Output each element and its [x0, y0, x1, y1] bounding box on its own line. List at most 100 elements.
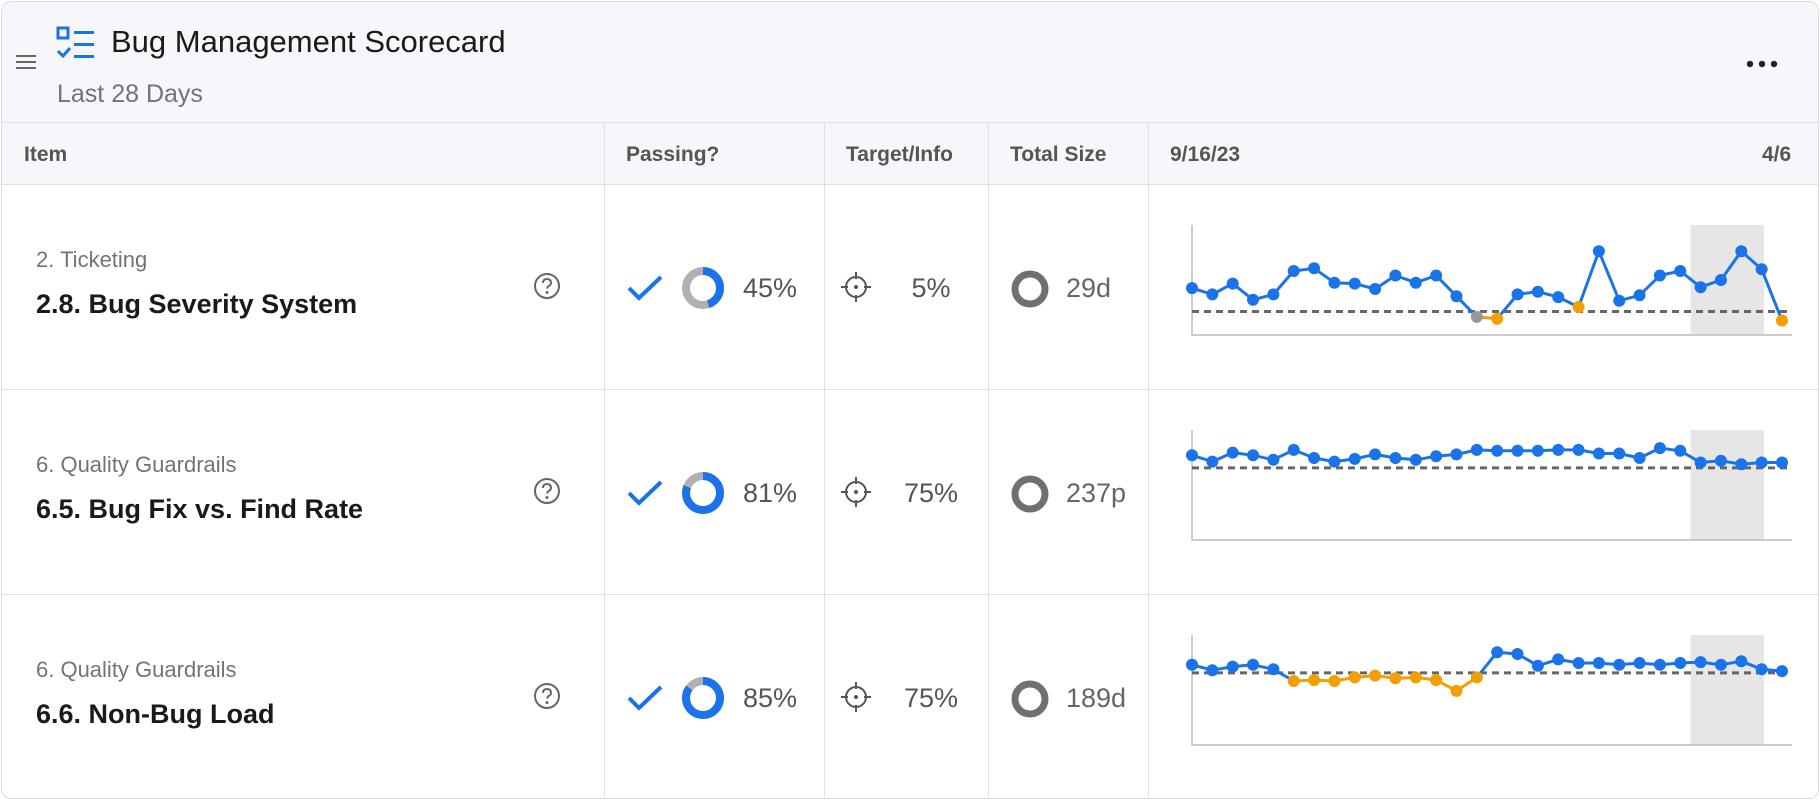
data-point[interactable]	[1247, 293, 1260, 306]
table-row[interactable]: 2. Ticketing 2.8. Bug Severity System 45…	[2, 185, 1818, 390]
data-point[interactable]	[1653, 269, 1666, 282]
data-point[interactable]	[1186, 449, 1198, 462]
data-point[interactable]	[1287, 675, 1300, 687]
data-point[interactable]	[1470, 671, 1483, 684]
data-point[interactable]	[1247, 658, 1260, 671]
data-point[interactable]	[1613, 294, 1626, 307]
data-point[interactable]	[1613, 447, 1626, 460]
data-point[interactable]	[1633, 657, 1646, 669]
data-point[interactable]	[1755, 663, 1768, 676]
data-point[interactable]	[1491, 646, 1504, 659]
data-point[interactable]	[1653, 442, 1666, 455]
data-point[interactable]	[1226, 277, 1239, 290]
data-point[interactable]	[1267, 663, 1280, 676]
data-point[interactable]	[1328, 675, 1341, 687]
data-point[interactable]	[1247, 449, 1260, 462]
data-point[interactable]	[1470, 310, 1483, 323]
data-point[interactable]	[1389, 269, 1402, 282]
data-point[interactable]	[1450, 684, 1463, 697]
data-point[interactable]	[1389, 672, 1402, 685]
data-point[interactable]	[1674, 657, 1687, 669]
data-point[interactable]	[1735, 458, 1748, 471]
data-point[interactable]	[1450, 290, 1463, 303]
more-options-icon[interactable]	[1742, 54, 1782, 74]
data-point[interactable]	[1572, 657, 1585, 669]
data-point[interactable]	[1755, 263, 1768, 276]
trend-sparkline[interactable]	[1182, 225, 1802, 345]
data-point[interactable]	[1694, 656, 1707, 669]
data-point[interactable]	[1430, 269, 1443, 282]
table-row[interactable]: 6. Quality Guardrails 6.6. Non-Bug Load …	[2, 595, 1818, 798]
data-point[interactable]	[1674, 265, 1687, 277]
data-point[interactable]	[1552, 653, 1565, 666]
data-point[interactable]	[1552, 443, 1565, 456]
data-point[interactable]	[1776, 665, 1788, 678]
data-point[interactable]	[1694, 281, 1707, 294]
column-header-item[interactable]: Item	[24, 143, 68, 166]
data-point[interactable]	[1206, 455, 1219, 468]
data-point[interactable]	[1348, 277, 1361, 290]
data-point[interactable]	[1776, 456, 1788, 469]
data-point[interactable]	[1348, 671, 1361, 684]
data-point[interactable]	[1714, 658, 1727, 671]
data-point[interactable]	[1572, 443, 1585, 456]
data-point[interactable]	[1308, 262, 1321, 275]
trend-sparkline[interactable]	[1182, 635, 1802, 755]
data-point[interactable]	[1694, 456, 1707, 469]
table-row[interactable]: 6. Quality Guardrails 6.5. Bug Fix vs. F…	[2, 390, 1818, 595]
data-point[interactable]	[1531, 444, 1544, 457]
data-point[interactable]	[1226, 446, 1239, 459]
data-point[interactable]	[1186, 282, 1198, 295]
data-point[interactable]	[1308, 674, 1321, 687]
data-point[interactable]	[1735, 655, 1748, 668]
data-point[interactable]	[1369, 448, 1382, 461]
data-point[interactable]	[1287, 265, 1300, 277]
data-point[interactable]	[1531, 659, 1544, 672]
help-icon[interactable]	[532, 476, 562, 506]
data-point[interactable]	[1592, 245, 1605, 258]
data-point[interactable]	[1409, 276, 1422, 289]
data-point[interactable]	[1206, 664, 1219, 677]
column-header-passing[interactable]: Passing?	[626, 143, 720, 166]
data-point[interactable]	[1267, 288, 1280, 301]
data-point[interactable]	[1735, 245, 1748, 258]
data-point[interactable]	[1776, 314, 1788, 327]
data-point[interactable]	[1430, 450, 1443, 463]
data-point[interactable]	[1511, 648, 1524, 660]
data-point[interactable]	[1409, 453, 1422, 466]
data-point[interactable]	[1206, 288, 1219, 301]
data-point[interactable]	[1714, 454, 1727, 467]
data-point[interactable]	[1267, 453, 1280, 466]
data-point[interactable]	[1369, 283, 1382, 295]
help-icon[interactable]	[532, 681, 562, 711]
data-point[interactable]	[1308, 452, 1321, 464]
data-point[interactable]	[1653, 658, 1666, 671]
data-point[interactable]	[1409, 671, 1422, 684]
data-point[interactable]	[1674, 444, 1687, 457]
data-point[interactable]	[1511, 288, 1524, 301]
data-point[interactable]	[1491, 312, 1504, 325]
data-point[interactable]	[1226, 660, 1239, 673]
data-point[interactable]	[1430, 674, 1443, 687]
data-point[interactable]	[1186, 658, 1198, 671]
help-icon[interactable]	[532, 271, 562, 301]
data-point[interactable]	[1491, 444, 1504, 457]
data-point[interactable]	[1348, 452, 1361, 465]
data-point[interactable]	[1470, 443, 1483, 456]
data-point[interactable]	[1552, 291, 1565, 304]
data-point[interactable]	[1613, 658, 1626, 671]
data-point[interactable]	[1328, 276, 1341, 289]
data-point[interactable]	[1531, 285, 1544, 298]
data-point[interactable]	[1389, 452, 1402, 464]
data-point[interactable]	[1592, 657, 1605, 669]
trend-sparkline[interactable]	[1182, 430, 1802, 550]
data-point[interactable]	[1369, 669, 1382, 682]
data-point[interactable]	[1287, 443, 1300, 456]
column-header-size[interactable]: Total Size	[1010, 143, 1107, 166]
data-point[interactable]	[1511, 444, 1524, 457]
data-point[interactable]	[1328, 455, 1341, 468]
data-point[interactable]	[1755, 456, 1768, 469]
data-point[interactable]	[1572, 301, 1585, 313]
data-point[interactable]	[1450, 448, 1463, 461]
data-point[interactable]	[1592, 447, 1605, 460]
